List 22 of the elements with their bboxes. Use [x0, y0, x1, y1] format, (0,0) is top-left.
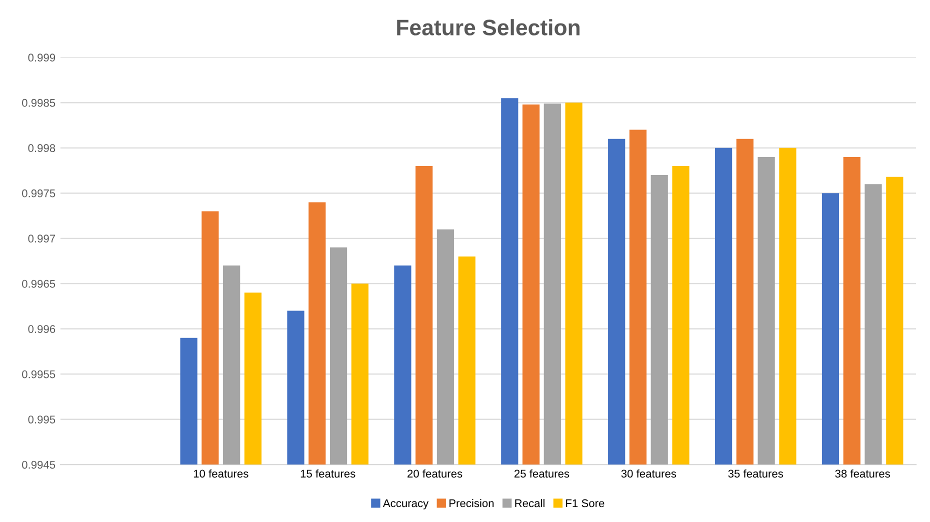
y-tick-label: 0.997	[28, 234, 56, 243]
y-tick-label: 0.996	[28, 325, 56, 333]
y-tick-label: 0.9985	[22, 98, 56, 107]
y-tick-label: 0.9975	[22, 189, 56, 198]
y-tick-label: 0.9965	[22, 280, 56, 288]
x-tick-label: 25 features	[514, 469, 570, 478]
x-tick-label: 10 features	[194, 469, 248, 478]
x-tick-label: 38 features	[835, 469, 890, 478]
x-tick-label: 15 features	[300, 469, 356, 478]
x-tick-label: 35 features	[728, 469, 784, 478]
x-tick-label: 30 features	[621, 469, 676, 478]
legend-label: Accuracy	[382, 499, 429, 510]
x-tick-label: 20 features	[408, 469, 462, 478]
legend-label: F1 Sore	[566, 499, 604, 508]
y-tick-label: 0.995	[28, 416, 56, 424]
y-tick-label: 0.9945	[22, 460, 56, 469]
y-tick-label: 0.998	[28, 144, 56, 152]
chart-title: Feature Selection	[397, 19, 580, 36]
legend-label: Recall	[515, 499, 544, 508]
y-tick-label: 0.999	[28, 54, 56, 62]
y-tick-label: 0.9955	[22, 370, 56, 378]
legend-label: Precision	[450, 499, 494, 508]
